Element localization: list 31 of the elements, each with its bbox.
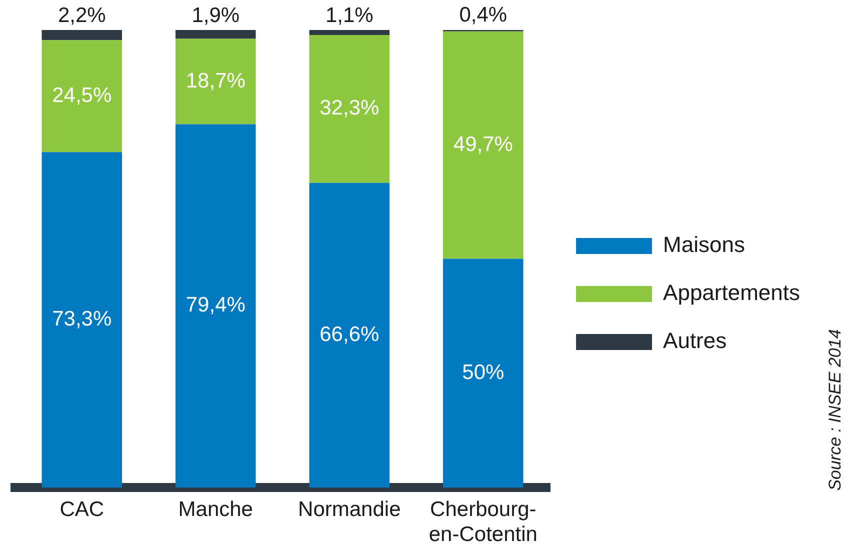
data-label: 66,6%: [320, 323, 380, 346]
x-tick-label: Cherbourg-en-Cotentin: [428, 498, 538, 546]
bar: [42, 40, 122, 152]
legend-label: Autres: [663, 328, 727, 354]
bar: [309, 30, 390, 36]
x-tick-label: CAC: [60, 498, 104, 521]
bar: [309, 35, 390, 183]
bar: [309, 182, 390, 488]
data-label: 2,2%: [58, 4, 106, 27]
x-tick-label: Normandie: [298, 498, 401, 521]
bar: [443, 31, 524, 259]
data-label: 0,4%: [459, 3, 508, 26]
x-tick-label: Manche: [178, 498, 253, 521]
bar: [443, 258, 524, 488]
data-label: 32,3%: [320, 96, 380, 120]
legend-label: Maisons: [663, 232, 745, 258]
data-label: 73,3%: [52, 308, 112, 331]
data-label: 1,1%: [325, 4, 374, 27]
bar: [42, 30, 122, 40]
data-label: 1,9%: [192, 4, 240, 27]
data-label: 18,7%: [186, 69, 246, 92]
bar: [176, 38, 256, 124]
bar: [176, 124, 256, 488]
data-label: 49,7%: [453, 132, 513, 156]
bar: [176, 30, 256, 39]
data-label: 24,5%: [52, 84, 112, 107]
legend-label: Appartements: [663, 280, 800, 306]
data-label: 79,4%: [186, 294, 246, 317]
source-note: Source : INSEE 2014: [826, 329, 845, 491]
bar: [42, 152, 122, 488]
data-label: 50%: [462, 360, 504, 384]
